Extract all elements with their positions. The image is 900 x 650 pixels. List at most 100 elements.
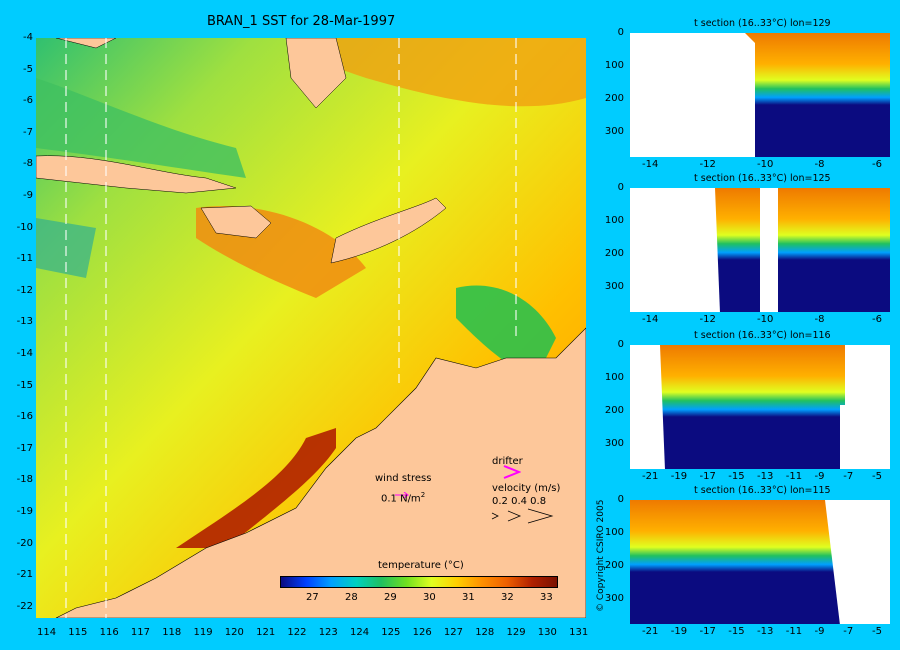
section-lat-tick: -17 — [699, 626, 716, 637]
section-plot — [630, 33, 890, 157]
section-depth-tick: 100 — [604, 60, 624, 71]
section-depth-tick: 0 — [617, 494, 624, 505]
colorbar-tick: 31 — [462, 592, 475, 603]
lon-tick: 123 — [318, 627, 338, 638]
section-lat-tick: -11 — [785, 471, 803, 482]
lon-tick: 121 — [256, 627, 276, 638]
section-lat-tick: -12 — [699, 314, 716, 325]
section-depth-tick: 0 — [617, 182, 624, 193]
section-depth-tick: 300 — [604, 126, 624, 137]
lat-tick: -6 — [23, 95, 33, 107]
lon-tick: 116 — [99, 627, 119, 638]
section-lat-tick: -9 — [814, 626, 825, 637]
section-depth-tick: 100 — [604, 527, 624, 538]
lon-tick: 127 — [443, 627, 463, 638]
section-lat-tick: -15 — [728, 471, 745, 482]
lon-tick: 122 — [287, 627, 307, 638]
section-lat-tick: -9 — [814, 471, 825, 482]
colorbar-tick: 27 — [306, 592, 319, 603]
section-title: t section (16..33°C) lon=115 — [694, 485, 831, 496]
lon-tick: 124 — [350, 627, 370, 638]
lon-tick: 130 — [537, 627, 557, 638]
lat-tick: -16 — [16, 411, 33, 423]
colorbar-tick: 32 — [501, 592, 514, 603]
section-lat-tick: -17 — [699, 471, 716, 482]
section-lat-tick: -19 — [670, 626, 688, 637]
lat-tick: -21 — [16, 569, 33, 581]
temperature-colorbar — [280, 576, 558, 588]
lon-tick: 119 — [193, 627, 213, 638]
colorbar-tick: 33 — [540, 592, 553, 603]
lat-tick: -8 — [23, 158, 33, 170]
lon-tick: 129 — [506, 627, 526, 638]
section-lat-tick: -15 — [728, 626, 745, 637]
section-lat-tick: -8 — [814, 159, 825, 170]
colorbar-tick: 29 — [384, 592, 397, 603]
velocity-values: 0.2 0.4 0.8 — [492, 496, 547, 507]
lat-tick: -20 — [16, 537, 33, 549]
section-lat-tick: -11 — [785, 626, 803, 637]
section-title: t section (16..33°C) lon=129 — [694, 18, 831, 29]
section-depth-tick: 100 — [604, 215, 624, 226]
section-lat-tick: -13 — [757, 626, 774, 637]
map-title: BRAN_1 SST for 28-Mar-1997 — [207, 14, 396, 29]
section-depth-tick: 300 — [604, 593, 624, 604]
section-depth-tick: 300 — [604, 438, 624, 449]
section-depth-tick: 200 — [604, 93, 624, 104]
section-lat-tick: -13 — [757, 471, 774, 482]
lat-tick: -12 — [16, 284, 33, 296]
lat-tick: -19 — [16, 506, 33, 517]
section-plot — [630, 345, 890, 469]
section-lat-tick: -12 — [699, 159, 716, 170]
lat-tick: -15 — [16, 379, 33, 391]
section-lat-tick: -21 — [642, 471, 659, 482]
section-depth-tick: 0 — [617, 27, 624, 38]
drifter-icon — [503, 464, 522, 483]
section-plot — [630, 500, 890, 624]
lat-tick: -11 — [16, 253, 33, 265]
velocity-label: velocity (m/s) — [492, 483, 561, 494]
lon-tick: 125 — [381, 627, 401, 638]
lat-tick: -7 — [23, 126, 33, 138]
lat-tick: -17 — [16, 442, 33, 454]
lon-tick: 114 — [37, 627, 57, 638]
lon-tick: 120 — [224, 627, 244, 638]
lon-tick: 128 — [475, 627, 495, 638]
lat-tick: -5 — [23, 63, 33, 75]
section-depth-tick: 0 — [617, 339, 624, 350]
wind-stress-label: wind stress — [375, 473, 432, 484]
colorbar-tick: 30 — [423, 592, 436, 603]
section-lat-tick: -6 — [872, 159, 882, 170]
section-lat-tick: -6 — [872, 314, 882, 325]
section-depth-tick: 200 — [604, 248, 624, 259]
section-lat-tick: -7 — [843, 626, 854, 637]
lat-tick: -14 — [16, 348, 33, 359]
section-lat-tick: -10 — [757, 159, 774, 170]
section-title: t section (16..33°C) lon=116 — [694, 330, 831, 341]
colorbar-title: temperature (°C) — [378, 560, 464, 571]
sst-map — [36, 38, 586, 618]
lat-tick: -4 — [23, 32, 33, 43]
drifter-label: drifter — [492, 456, 523, 467]
section-lat-tick: -21 — [642, 626, 659, 637]
lon-tick: 131 — [569, 627, 589, 638]
section-lat-tick: -5 — [872, 626, 882, 637]
section-lat-tick: -7 — [843, 471, 854, 482]
lat-tick: -18 — [16, 474, 33, 486]
section-depth-tick: 200 — [604, 405, 624, 416]
section-lat-tick: -5 — [872, 471, 882, 482]
section-lat-tick: -10 — [757, 314, 774, 325]
lat-tick: -13 — [16, 316, 33, 328]
lon-tick: 117 — [130, 627, 150, 638]
velocity-scale-icon — [490, 507, 560, 529]
lon-tick: 126 — [412, 627, 432, 638]
section-depth-tick: 100 — [604, 372, 624, 383]
lat-tick: -10 — [16, 221, 33, 233]
section-lat-tick: -19 — [670, 471, 688, 482]
lat-tick: -22 — [16, 600, 33, 612]
section-lat-tick: -8 — [814, 314, 825, 325]
lon-tick: 115 — [68, 627, 88, 638]
lon-tick: 118 — [162, 627, 182, 638]
colorbar-tick: 28 — [345, 592, 358, 603]
wind-stress-value: 0.1 N/m2 — [381, 491, 426, 505]
